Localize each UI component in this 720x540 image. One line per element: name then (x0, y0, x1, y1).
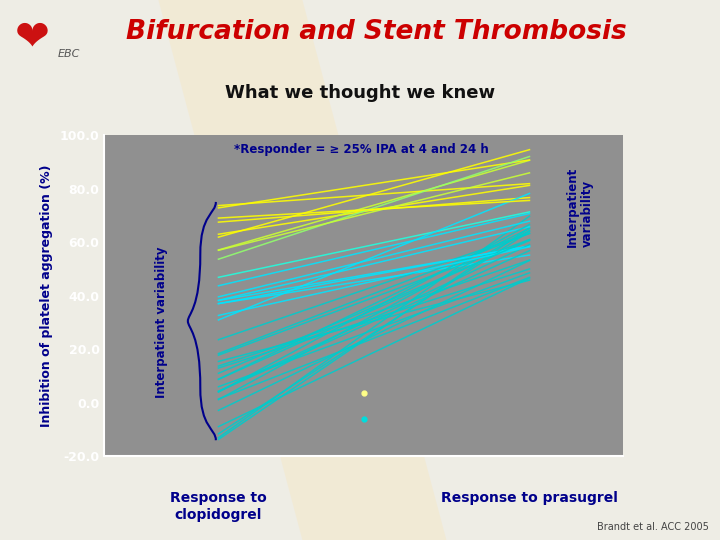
Y-axis label: Inhibition of platelet aggregation (%): Inhibition of platelet aggregation (%) (40, 164, 53, 427)
Text: *Responder = ≥ 25% IPA at 4 and 24 h: *Responder = ≥ 25% IPA at 4 and 24 h (234, 143, 489, 156)
Polygon shape (158, 0, 446, 540)
Text: ❤: ❤ (14, 16, 49, 58)
Text: Response to prasugrel: Response to prasugrel (441, 491, 618, 505)
Text: Brandt et al. ACC 2005: Brandt et al. ACC 2005 (598, 522, 709, 532)
Text: Bifurcation and Stent Thrombosis: Bifurcation and Stent Thrombosis (126, 19, 626, 45)
Text: What we thought we knew: What we thought we knew (225, 84, 495, 102)
Text: Interpatient
variability: Interpatient variability (566, 167, 594, 247)
Text: Interpatient variability: Interpatient variability (155, 247, 168, 398)
Text: EBC: EBC (58, 49, 80, 59)
Text: Response to
clopidogrel: Response to clopidogrel (170, 491, 267, 522)
